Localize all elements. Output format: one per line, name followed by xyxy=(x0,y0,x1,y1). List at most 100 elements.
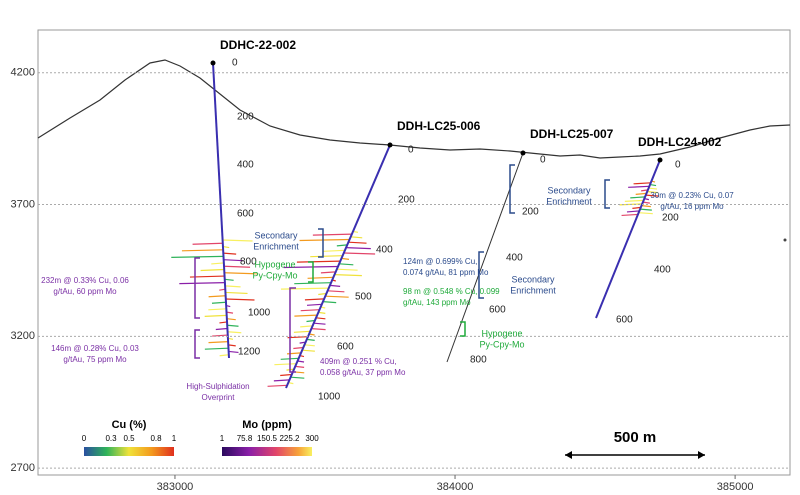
assay-bar xyxy=(635,192,647,195)
x-tick-label: 384000 xyxy=(437,481,474,493)
dot xyxy=(783,238,787,242)
hole-name: DDH-LC24-002 xyxy=(638,135,722,149)
legend-tick: 1 xyxy=(220,434,225,443)
assay-bar xyxy=(224,272,258,275)
annotation: Py-Cpy-Mo xyxy=(479,339,524,349)
assay-bar xyxy=(211,262,224,265)
assay-bar xyxy=(323,249,345,252)
collar xyxy=(520,150,526,156)
assay-bar xyxy=(322,301,337,304)
legend-tick: 0.5 xyxy=(123,434,135,443)
annotation: Secondary xyxy=(254,230,298,240)
assay-bar xyxy=(334,274,362,277)
depth-label: 600 xyxy=(337,342,354,353)
assay-bar xyxy=(348,241,367,244)
assay-bar xyxy=(192,242,223,245)
depth-label: 0 xyxy=(408,145,414,156)
assay-bar xyxy=(228,344,236,347)
assay-bar xyxy=(302,349,315,352)
assay-bar xyxy=(296,260,341,263)
assay-bar xyxy=(290,376,305,379)
assay-bar xyxy=(638,212,653,215)
assay-bar xyxy=(647,191,659,194)
assay-bar xyxy=(648,187,658,190)
annotation: 146m @ 0.28% Cu, 0.03 xyxy=(51,344,139,353)
assay-bar xyxy=(273,379,290,382)
annotation: Secondary xyxy=(511,274,555,284)
assay-bar xyxy=(295,365,305,368)
bracket xyxy=(509,164,515,214)
depth-label: 0 xyxy=(232,58,238,69)
assay-bar xyxy=(306,338,315,341)
drill-trace xyxy=(285,144,391,389)
depth-label: 600 xyxy=(237,209,254,220)
assay-bar xyxy=(219,288,226,291)
hole-name: DDH-LC25-006 xyxy=(397,119,481,133)
y-tick-label: 4200 xyxy=(11,67,35,79)
assay-bar xyxy=(630,196,646,199)
annotation: 30m @ 0.23% Cu, 0.07 xyxy=(650,191,734,200)
assay-bar xyxy=(215,327,228,331)
annotation: g/tAu, 60 ppm Mo xyxy=(53,287,117,296)
assay-bar xyxy=(341,257,350,260)
bracket xyxy=(289,287,296,373)
annotation: 98 m @ 0.548 % Cu, 0.099 xyxy=(403,287,500,296)
assay-bar xyxy=(307,276,334,279)
depth-label: 200 xyxy=(237,112,254,123)
legend-title: Mo (ppm) xyxy=(242,419,292,431)
assay-bar xyxy=(223,252,237,255)
annotation: 232m @ 0.33% Cu, 0.06 xyxy=(41,276,129,285)
annotation: Overprint xyxy=(202,393,236,402)
annotation: 409m @ 0.251 % Cu, xyxy=(320,357,397,366)
x-tick-label: 383000 xyxy=(157,481,194,493)
assay-bar xyxy=(633,182,651,185)
assay-bar xyxy=(320,271,336,274)
assay-bar xyxy=(204,347,229,350)
annotation: Py-Cpy-Mo xyxy=(252,270,297,280)
assay-bar xyxy=(628,185,650,188)
legend-tick: 0 xyxy=(82,434,87,443)
annotation: g/tAu, 75 ppm Mo xyxy=(63,355,127,364)
assay-bar xyxy=(204,314,227,317)
depth-label: 200 xyxy=(522,207,539,218)
assay-bar xyxy=(300,325,313,328)
assay-bar xyxy=(329,284,341,287)
assay-bar xyxy=(274,363,297,366)
depth-label: 1200 xyxy=(238,347,261,358)
assay-bar xyxy=(225,285,241,288)
legend-tick: 225.2 xyxy=(279,434,300,443)
drill-trace xyxy=(595,159,661,319)
assay-bar xyxy=(287,336,308,339)
assay-bar xyxy=(318,292,327,296)
assay-bar xyxy=(304,344,315,347)
y-tick-label: 3700 xyxy=(11,198,35,210)
assay-bar xyxy=(306,303,322,306)
assay-bar xyxy=(306,319,315,323)
annotation: Enrichment xyxy=(546,196,592,206)
drill-trace xyxy=(212,62,230,359)
assay-bar xyxy=(267,384,288,387)
assay-bar xyxy=(223,259,244,262)
assay-bar xyxy=(228,350,239,354)
assay-bar xyxy=(350,236,363,239)
assay-bar xyxy=(312,233,352,236)
bracket xyxy=(604,179,610,209)
assay-bar xyxy=(311,328,326,331)
bracket xyxy=(194,329,200,359)
annotation: 124m @ 0.699% Cu, xyxy=(403,257,477,266)
assay-bar xyxy=(223,265,251,268)
bracket xyxy=(308,261,314,283)
legend-bar xyxy=(222,447,312,456)
depth-label: 0 xyxy=(540,155,546,166)
depth-label: 1000 xyxy=(248,308,271,319)
annotation: Enrichment xyxy=(510,285,556,295)
depth-label: 0 xyxy=(675,160,681,171)
assay-bar xyxy=(211,301,227,304)
bracket xyxy=(194,257,200,319)
assay-bar xyxy=(225,291,248,295)
legend-tick: 0.3 xyxy=(105,434,117,443)
depth-label: 500 xyxy=(355,292,372,303)
assay-bar xyxy=(325,295,349,298)
legend-tick: 0.8 xyxy=(150,434,162,443)
assay-bar xyxy=(286,352,302,355)
